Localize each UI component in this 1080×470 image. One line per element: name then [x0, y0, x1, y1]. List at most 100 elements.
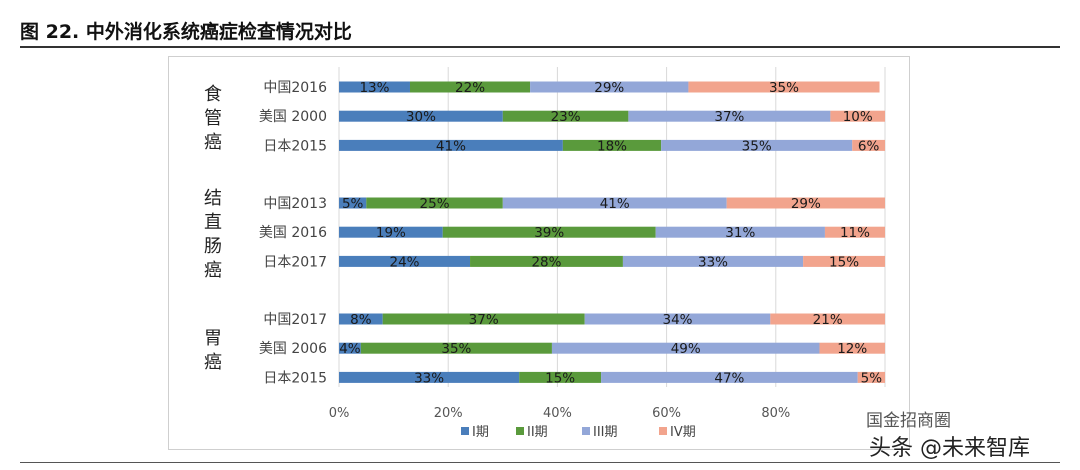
legend-swatch — [461, 427, 469, 435]
group-label-char: 管 — [204, 108, 222, 129]
figure-title: 图 22. 中外消化系统癌症检查情况对比 — [20, 21, 352, 43]
bar-segment — [442, 226, 656, 238]
data-label: 30% — [406, 109, 436, 125]
x-tick-label: 60% — [652, 406, 681, 421]
data-label: 34% — [663, 312, 693, 328]
legend-label: III期 — [593, 425, 618, 440]
watermark-line-2: 头条 @未来智库 — [869, 436, 1030, 461]
data-label: 47% — [714, 370, 744, 386]
legend-label: IV期 — [670, 425, 696, 440]
bar-segment — [852, 139, 885, 151]
data-label: 37% — [714, 109, 744, 125]
bar-segment — [382, 313, 585, 325]
group-label-char: 癌 — [204, 352, 222, 373]
data-label: 11% — [840, 225, 870, 241]
bottom-rule — [20, 462, 1060, 463]
data-label: 13% — [359, 80, 389, 96]
legend-swatch — [516, 427, 524, 435]
data-label: 6% — [858, 138, 880, 154]
bar-segment — [601, 371, 858, 383]
bar-segment — [339, 342, 361, 354]
legend-swatch — [582, 427, 590, 435]
bar-segment — [502, 197, 727, 209]
bar-segment — [339, 139, 563, 151]
category-label: 美国 2000 — [259, 109, 327, 125]
group-label-char: 食 — [204, 84, 222, 105]
category-label: 日本2015 — [263, 370, 327, 386]
data-label: 28% — [531, 254, 561, 270]
x-tick-label: 20% — [434, 406, 463, 421]
stacked-bar-chart: 0% 20% 40% 60% 80% 食管癌 中国2016 13% 22% 29% 35% 美国 20… — [204, 67, 886, 440]
bar-segment — [339, 255, 471, 267]
data-label: 33% — [414, 370, 444, 386]
category-label: 美国 2016 — [259, 225, 327, 241]
group-label-char: 结 — [204, 188, 222, 209]
bar-segment — [622, 255, 804, 267]
data-label: 15% — [545, 370, 575, 386]
chart-area: 0% 20% 40% 60% 80% 食管癌 中国2016 13% 22% 29% 35% 美国 20… — [168, 56, 910, 450]
category-label: 美国 2006 — [259, 341, 327, 357]
data-label: 5% — [861, 370, 883, 386]
bar-segment — [803, 255, 885, 267]
data-label: 10% — [843, 109, 873, 125]
watermark-line-1: 国金招商圈 — [866, 411, 951, 431]
data-label: 39% — [534, 225, 564, 241]
bar-segment — [360, 342, 552, 354]
bar-segment — [366, 197, 503, 209]
group-label-char: 直 — [204, 212, 222, 233]
data-label: 24% — [390, 254, 420, 270]
category-label: 日本2017 — [263, 254, 327, 270]
bar-segment — [584, 313, 771, 325]
figure-header: 图 22. 中外消化系统癌症检查情况对比 — [20, 12, 1060, 48]
data-label: 35% — [441, 341, 471, 357]
data-label: 21% — [813, 312, 843, 328]
bar-segment — [824, 226, 885, 238]
bar-segment — [628, 110, 831, 122]
bar-segment — [519, 371, 602, 383]
data-label: 29% — [791, 196, 821, 212]
x-tick-label: 80% — [761, 406, 790, 421]
data-label: 25% — [420, 196, 450, 212]
data-label: 8% — [350, 312, 372, 328]
data-label: 35% — [769, 80, 799, 96]
data-label: 41% — [436, 138, 466, 154]
data-label: 5% — [342, 196, 364, 212]
legend-swatch — [659, 427, 667, 435]
bar-segment — [339, 197, 367, 209]
data-label: 12% — [837, 341, 867, 357]
data-label: 33% — [698, 254, 728, 270]
bar-segment — [339, 371, 520, 383]
bar-segment — [339, 110, 503, 122]
data-label: 15% — [829, 254, 859, 270]
data-label: 23% — [551, 109, 581, 125]
x-tick-label: 0% — [329, 406, 350, 421]
bar-segment — [530, 81, 689, 93]
data-label: 19% — [376, 225, 406, 241]
bar-segment — [339, 313, 383, 325]
data-label: 35% — [742, 138, 772, 154]
bar-segment — [409, 81, 531, 93]
bar-segment — [562, 139, 662, 151]
group-label-char: 癌 — [204, 260, 222, 281]
bar-segment — [857, 371, 885, 383]
legend-label: I期 — [472, 425, 489, 440]
bar-segment — [470, 255, 623, 267]
legend-label: II期 — [527, 425, 548, 440]
bar-segment — [655, 226, 825, 238]
category-label: 中国2013 — [263, 196, 327, 212]
category-label: 中国2016 — [263, 80, 327, 96]
bar-segment — [339, 81, 410, 93]
data-label: 29% — [594, 80, 624, 96]
data-label: 37% — [469, 312, 499, 328]
group-label-char: 胃 — [204, 328, 222, 349]
x-tick-label: 40% — [543, 406, 572, 421]
bar-segment — [502, 110, 629, 122]
category-label: 中国2017 — [263, 312, 327, 328]
bar-segment — [726, 197, 885, 209]
bar-segment — [819, 342, 885, 354]
data-label: 41% — [600, 196, 630, 212]
data-label: 22% — [455, 80, 485, 96]
data-label: 4% — [339, 341, 361, 357]
bar-segment — [551, 342, 820, 354]
bar-segment — [688, 81, 880, 93]
